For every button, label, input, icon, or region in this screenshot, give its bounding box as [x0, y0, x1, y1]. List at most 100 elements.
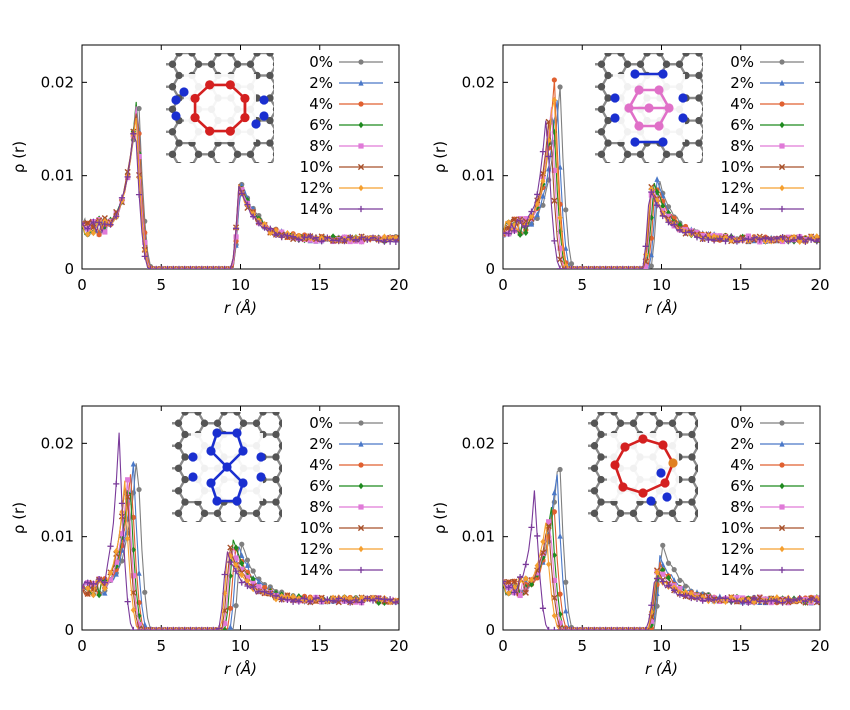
- data-point: [387, 234, 393, 242]
- data-point: [118, 500, 126, 507]
- data-point: [557, 84, 563, 90]
- data-point: [113, 213, 120, 220]
- data-point: [505, 230, 512, 237]
- data-point: [631, 626, 638, 630]
- data-point: [84, 225, 91, 232]
- data-point: [511, 589, 518, 596]
- x-tick-label: 10: [652, 637, 671, 655]
- legend-marker: [778, 205, 786, 213]
- data-point: [244, 197, 251, 204]
- data-point: [158, 626, 165, 630]
- data-point: [551, 489, 557, 496]
- data-point: [90, 580, 97, 587]
- data-point: [369, 597, 377, 604]
- data-point: [381, 233, 388, 240]
- data-point: [90, 218, 97, 226]
- data-point: [557, 228, 563, 235]
- legend-label: 14%: [300, 561, 333, 579]
- data-point: [653, 575, 661, 582]
- data-point: [261, 220, 268, 228]
- data-point: [113, 559, 119, 565]
- data-point: [232, 568, 240, 575]
- data-point: [671, 587, 678, 594]
- inset-defect: [188, 428, 266, 506]
- data-point: [739, 237, 746, 244]
- data-point: [643, 263, 649, 269]
- data-point: [797, 238, 803, 245]
- data-point: [503, 230, 507, 238]
- legend-marker: [358, 420, 364, 426]
- y-axis-title: ρ (r): [431, 502, 449, 534]
- legend-label: 10%: [721, 519, 754, 537]
- data-point: [791, 233, 797, 241]
- data-point: [102, 225, 108, 233]
- data-point: [136, 486, 142, 493]
- data-point: [551, 77, 557, 83]
- data-point: [204, 265, 211, 269]
- data-point: [82, 584, 86, 592]
- data-point: [364, 595, 371, 602]
- data-point: [528, 213, 535, 220]
- data-point: [693, 234, 701, 241]
- data-point: [676, 226, 683, 233]
- data-point: [523, 575, 529, 582]
- data-point: [102, 229, 108, 235]
- data-point: [239, 552, 245, 559]
- data-point: [523, 216, 529, 222]
- data-point: [790, 237, 798, 244]
- data-point: [290, 233, 297, 240]
- data-point: [608, 626, 615, 630]
- data-point: [250, 213, 257, 220]
- data-point: [574, 626, 581, 630]
- data-point: [130, 626, 137, 630]
- data-point: [393, 234, 399, 241]
- data-point: [324, 596, 331, 603]
- data-point: [585, 626, 592, 630]
- data-point: [556, 265, 564, 269]
- data-point: [215, 625, 223, 630]
- x-tick-label: 15: [731, 637, 750, 655]
- legend-label: 12%: [721, 179, 754, 197]
- data-point: [528, 220, 535, 227]
- data-point: [642, 243, 649, 250]
- data-point: [227, 265, 234, 269]
- data-point: [341, 597, 348, 604]
- data-point: [756, 236, 763, 243]
- series-14pct: [82, 130, 399, 269]
- y-tick-label: 0.02: [41, 434, 74, 452]
- data-point: [193, 626, 200, 630]
- data-point: [540, 554, 546, 561]
- data-point: [619, 265, 626, 269]
- data-point: [660, 542, 666, 548]
- data-point: [517, 231, 523, 238]
- data-point: [193, 265, 200, 269]
- data-point: [181, 626, 188, 630]
- data-point: [307, 232, 314, 240]
- data-point: [222, 626, 228, 630]
- data-point: [376, 599, 382, 606]
- data-point: [290, 598, 297, 605]
- data-point: [551, 96, 557, 104]
- data-point: [153, 626, 160, 630]
- data-point: [631, 265, 638, 269]
- data-point: [591, 626, 598, 630]
- data-point: [158, 265, 165, 269]
- data-point: [654, 188, 660, 196]
- data-point: [773, 235, 780, 242]
- data-point: [699, 597, 706, 604]
- data-point: [136, 621, 142, 627]
- data-point: [648, 214, 654, 221]
- data-point: [563, 607, 569, 614]
- data-point: [591, 626, 598, 630]
- x-tick-label: 15: [310, 276, 329, 294]
- data-point: [631, 265, 638, 269]
- data-point: [785, 234, 791, 240]
- data-point: [688, 590, 694, 597]
- data-point: [796, 233, 803, 241]
- data-point: [813, 598, 820, 605]
- data-point: [596, 626, 604, 630]
- data-point: [711, 237, 718, 244]
- plot-area: [82, 101, 399, 269]
- data-point: [358, 234, 365, 241]
- legend-label: 0%: [730, 414, 754, 432]
